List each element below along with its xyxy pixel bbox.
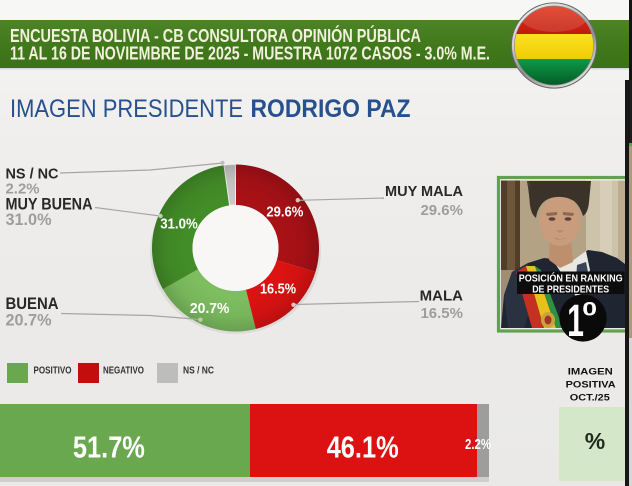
svg-text:2.2%: 2.2%	[465, 437, 491, 453]
svg-text:POSICIÓN EN RANKING: POSICIÓN EN RANKING	[519, 272, 623, 285]
svg-text:OCT./25: OCT./25	[570, 392, 611, 403]
svg-text:51.7%: 51.7%	[73, 430, 145, 465]
svg-text:1: 1	[567, 296, 584, 347]
svg-text:29.6%: 29.6%	[266, 204, 303, 220]
svg-text:MALA: MALA	[420, 288, 463, 305]
svg-text:NS / NC: NS / NC	[6, 166, 59, 183]
svg-text:29.6%: 29.6%	[420, 202, 463, 219]
svg-text:POSITIVA: POSITIVA	[566, 379, 616, 390]
svg-text:20.7%: 20.7%	[190, 301, 230, 317]
svg-text:ENCUESTA BOLIVIA - CB CONSULTO: ENCUESTA BOLIVIA - CB CONSULTORA OPINIÓN…	[10, 25, 421, 46]
svg-text:IMAGEN PRESIDENTE: IMAGEN PRESIDENTE	[10, 95, 243, 123]
svg-text:0: 0	[582, 298, 597, 320]
svg-text:16.5%: 16.5%	[420, 305, 463, 322]
svg-text:NS / NC: NS / NC	[183, 366, 214, 377]
svg-text:2.2%: 2.2%	[6, 181, 40, 198]
svg-text:16.5%: 16.5%	[260, 282, 296, 298]
svg-text:BUENA: BUENA	[6, 295, 59, 313]
svg-text:MUY MALA: MUY MALA	[385, 183, 463, 200]
svg-text:31.0%: 31.0%	[6, 211, 52, 229]
svg-text:POSITIVO: POSITIVO	[34, 366, 72, 377]
svg-text:31.0%: 31.0%	[160, 216, 198, 232]
svg-text:11 AL 16 DE NOVIEMBRE DE 2025: 11 AL 16 DE NOVIEMBRE DE 2025 - MUESTRA …	[10, 43, 490, 64]
svg-text:20.7%: 20.7%	[6, 312, 52, 330]
svg-text:RODRIGO PAZ: RODRIGO PAZ	[251, 95, 411, 123]
svg-text:NEGATIVO: NEGATIVO	[103, 366, 144, 377]
svg-text:DE PRESIDENTES: DE PRESIDENTES	[532, 284, 609, 295]
svg-text:%: %	[585, 428, 605, 454]
svg-text:IMAGEN: IMAGEN	[568, 366, 613, 377]
svg-text:46.1%: 46.1%	[327, 430, 399, 465]
svg-text:MUY BUENA: MUY BUENA	[6, 195, 93, 213]
